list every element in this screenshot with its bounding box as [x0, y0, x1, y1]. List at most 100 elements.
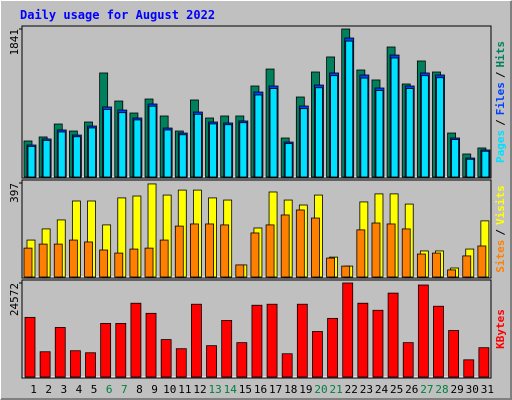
x-tick-label: 18: [284, 383, 297, 396]
bar: [85, 352, 96, 378]
bar: [100, 323, 112, 378]
bar: [69, 350, 81, 378]
bar: [206, 345, 217, 378]
bar: [371, 222, 381, 278]
bar: [159, 239, 169, 278]
x-tick-label: 29: [451, 383, 464, 396]
bar: [23, 247, 33, 278]
x-tick-label: 22: [345, 383, 358, 396]
x-tick-label: 23: [360, 383, 373, 396]
bar: [103, 109, 112, 178]
bar: [315, 87, 323, 178]
bar: [375, 90, 384, 178]
bar: [462, 255, 472, 278]
bar: [420, 75, 429, 178]
x-tick-label: 3: [61, 383, 68, 396]
bar: [145, 312, 157, 378]
legend-entry: Visits: [494, 185, 507, 225]
y-tick-label: 397: [8, 183, 21, 203]
bar: [280, 214, 290, 278]
x-tick-label: 31: [481, 383, 494, 396]
legend: Sites / Visits: [494, 185, 507, 273]
bar: [190, 223, 199, 278]
bar: [54, 327, 66, 378]
bar: [163, 129, 172, 178]
bar: [417, 284, 429, 378]
x-tick-label: 25: [390, 383, 403, 396]
bar: [341, 265, 351, 278]
x-tick-label: 17: [269, 383, 282, 396]
legend-separator: /: [494, 71, 507, 78]
bar: [326, 257, 335, 278]
bar: [387, 292, 399, 378]
legend-separator: /: [494, 119, 507, 126]
bar: [221, 319, 233, 378]
bar: [447, 269, 457, 278]
bar: [281, 353, 293, 378]
bar: [360, 77, 369, 178]
bar: [432, 252, 441, 278]
bar: [250, 232, 260, 278]
bar: [284, 143, 293, 178]
bar: [194, 113, 202, 178]
bar: [118, 112, 127, 178]
bar: [178, 134, 187, 178]
bar: [160, 339, 172, 378]
y-tick-label: 24572: [8, 283, 21, 316]
legend-entry: KBytes: [494, 309, 507, 349]
x-tick-label: 30: [466, 383, 479, 396]
legend-entry: Pages: [494, 130, 507, 163]
bar: [436, 77, 444, 178]
bar: [57, 131, 66, 178]
x-tick-label: 15: [239, 383, 252, 396]
bar: [72, 136, 81, 178]
bar: [416, 253, 426, 278]
bar: [209, 123, 217, 178]
bar: [269, 88, 278, 178]
bar: [130, 302, 142, 378]
bar: [148, 105, 157, 178]
bar: [235, 264, 245, 278]
bar: [239, 122, 248, 178]
bar: [405, 88, 414, 178]
bar: [84, 241, 93, 278]
x-tick-label: 27: [420, 383, 433, 396]
x-tick-label: 10: [163, 383, 176, 396]
bar: [345, 40, 354, 178]
bar: [53, 243, 63, 278]
bar: [330, 75, 338, 178]
bar: [42, 140, 51, 178]
x-tick-label: 8: [136, 383, 143, 396]
x-tick-label: 16: [254, 383, 267, 396]
bar: [466, 158, 475, 178]
bar: [129, 248, 139, 278]
bar: [327, 317, 338, 378]
bar: [463, 359, 475, 378]
bar: [236, 342, 248, 378]
bar: [299, 108, 308, 178]
bar: [254, 94, 263, 178]
bar: [390, 57, 399, 178]
bar: [357, 302, 369, 378]
bar: [39, 351, 51, 378]
bar: [372, 309, 384, 378]
bar: [224, 124, 233, 178]
x-tick-label: 1: [30, 383, 37, 396]
bar: [342, 282, 354, 378]
bar: [114, 252, 124, 278]
legend-text: Sites / Visits: [494, 185, 507, 273]
bar: [174, 225, 184, 278]
bar: [175, 348, 187, 378]
bar: [133, 119, 142, 178]
bar: [251, 304, 263, 378]
x-tick-label: 9: [151, 383, 158, 396]
bar: [88, 127, 96, 178]
legend-entry: Hits: [494, 41, 507, 68]
legend-separator: /: [494, 229, 507, 236]
x-tick-label: 28: [435, 383, 448, 396]
x-tick-label: 19: [299, 383, 312, 396]
legend: Pages / Files / Hits: [494, 41, 507, 163]
bar: [295, 209, 305, 278]
